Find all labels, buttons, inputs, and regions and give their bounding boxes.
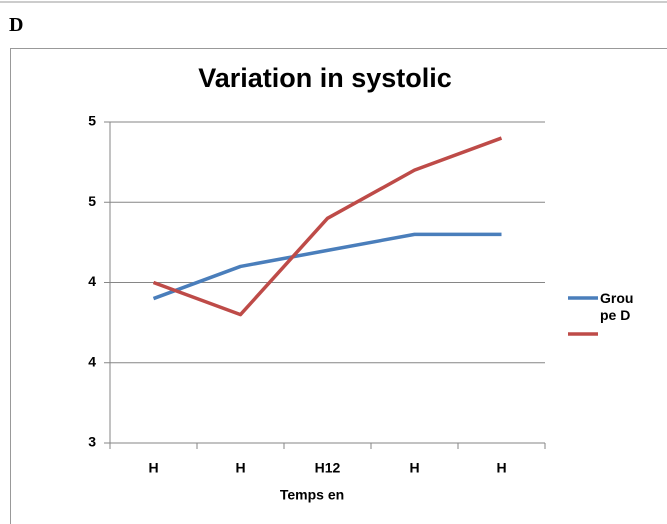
chart-frame xyxy=(10,48,667,524)
x-tick-label: H xyxy=(409,460,419,476)
y-tick-label: 4 xyxy=(88,273,96,289)
heading: D xyxy=(9,14,24,36)
series-line xyxy=(152,136,503,317)
x-tick-label: H12 xyxy=(315,460,341,476)
x-tick-label: H xyxy=(235,460,245,476)
y-tick-label: 3 xyxy=(88,434,96,450)
y-tick-label: 4 xyxy=(88,353,96,369)
legend-label: Groupe D xyxy=(600,290,634,323)
y-tick-label: 5 xyxy=(88,193,96,209)
x-axis-label: Temps en xyxy=(280,487,344,503)
x-tick-label: H xyxy=(148,460,158,476)
y-tick-label: 5 xyxy=(88,113,96,129)
series-line xyxy=(152,232,502,301)
separator xyxy=(0,1,667,3)
x-tick-label: H xyxy=(496,460,506,476)
chart-title: Variation in systolic xyxy=(198,63,452,93)
